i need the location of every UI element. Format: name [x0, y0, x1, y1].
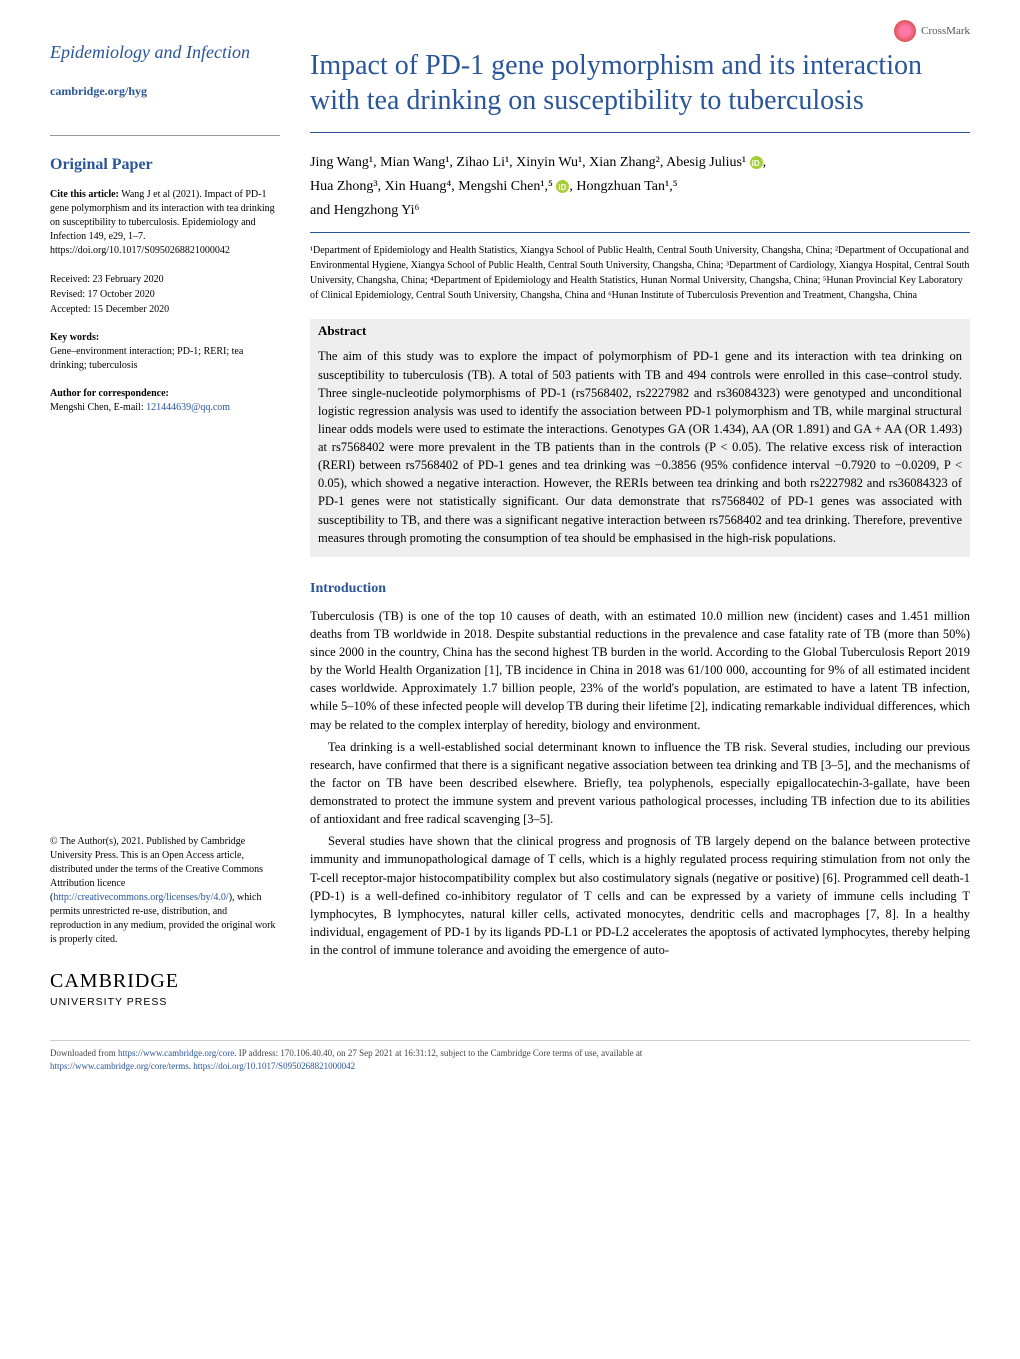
abstract-body: The aim of this study was to explore the…	[310, 343, 970, 556]
cite-label: Cite this article:	[50, 189, 119, 200]
footer-link[interactable]: https://www.cambridge.org/core	[118, 1048, 234, 1058]
footer-text: . IP address: 170.106.40.40, on 27 Sep 2…	[234, 1048, 642, 1058]
footer-link[interactable]: https://www.cambridge.org/core/terms	[50, 1061, 189, 1071]
page-footer: Downloaded from https://www.cambridge.or…	[50, 1040, 970, 1086]
revised-date: Revised: 17 October 2020	[50, 287, 280, 302]
title-rule	[310, 132, 970, 133]
publisher-name: CAMBRIDGE	[50, 967, 280, 995]
body-paragraph: Tea drinking is a well-established socia…	[310, 738, 970, 829]
footer-text: Downloaded from	[50, 1048, 118, 1058]
journal-name: Epidemiology and Infection	[50, 40, 280, 65]
footer-link[interactable]: https://doi.org/10.1017/S095026882100004…	[193, 1061, 355, 1071]
authors-line-4: and Hengzhong Yi⁶	[310, 203, 419, 218]
main-content: Impact of PD-1 gene polymorphism and its…	[310, 40, 970, 1010]
section-heading-introduction: Introduction	[310, 581, 970, 597]
dates-block: Received: 23 February 2020 Revised: 17 O…	[50, 272, 280, 317]
author-list: Jing Wang¹, Mian Wang¹, Zihao Li¹, Xinyi…	[310, 151, 970, 222]
correspondence-name: Mengshi Chen, E-mail:	[50, 402, 146, 413]
affiliations: ¹Department of Epidemiology and Health S…	[310, 243, 970, 303]
orcid-icon[interactable]	[750, 156, 763, 169]
authors-line-2: Hua Zhong³, Xin Huang⁴, Mengshi Chen¹,⁵	[310, 179, 553, 194]
crossmark-icon	[894, 20, 916, 42]
keywords-block: Key words: Gene–environment interaction;…	[50, 331, 280, 373]
page-container: Epidemiology and Infection cambridge.org…	[0, 0, 1020, 1030]
keywords-text: Gene–environment interaction; PD-1; RERI…	[50, 345, 280, 373]
citation-block: Cite this article: Wang J et al (2021). …	[50, 188, 280, 258]
correspondence-text: Mengshi Chen, E-mail: 121444639@qq.com	[50, 401, 280, 415]
body-paragraph: Tuberculosis (TB) is one of the top 10 c…	[310, 607, 970, 734]
publisher-sub: UNIVERSITY PRESS	[50, 995, 280, 1010]
crossmark-badge: CrossMark	[894, 20, 970, 42]
paper-type-label: Original Paper	[50, 154, 280, 176]
correspondence-label: Author for correspondence:	[50, 387, 280, 401]
orcid-icon[interactable]	[556, 180, 569, 193]
keywords-label: Key words:	[50, 331, 280, 345]
sidebar: Epidemiology and Infection cambridge.org…	[50, 40, 280, 1010]
authors-line-1: Jing Wang¹, Mian Wang¹, Zihao Li¹, Xinyi…	[310, 155, 746, 170]
license-link[interactable]: http://creativecommons.org/licenses/by/4…	[53, 892, 228, 903]
accepted-date: Accepted: 15 December 2020	[50, 302, 280, 317]
correspondence-block: Author for correspondence: Mengshi Chen,…	[50, 387, 280, 415]
authors-line-3: Hongzhuan Tan¹,⁵	[576, 179, 677, 194]
correspondence-email[interactable]: 121444639@qq.com	[146, 402, 230, 413]
abstract-heading: Abstract	[310, 319, 970, 343]
crossmark-label: CrossMark	[921, 25, 970, 37]
divider	[50, 135, 280, 136]
article-title: Impact of PD-1 gene polymorphism and its…	[310, 48, 970, 118]
body-paragraph: Several studies have shown that the clin…	[310, 832, 970, 959]
journal-link[interactable]: cambridge.org/hyg	[50, 83, 280, 100]
author-rule	[310, 232, 970, 233]
license-block: © The Author(s), 2021. Published by Camb…	[50, 835, 280, 947]
publisher-logo: CAMBRIDGE UNIVERSITY PRESS	[50, 967, 280, 1010]
received-date: Received: 23 February 2020	[50, 272, 280, 287]
